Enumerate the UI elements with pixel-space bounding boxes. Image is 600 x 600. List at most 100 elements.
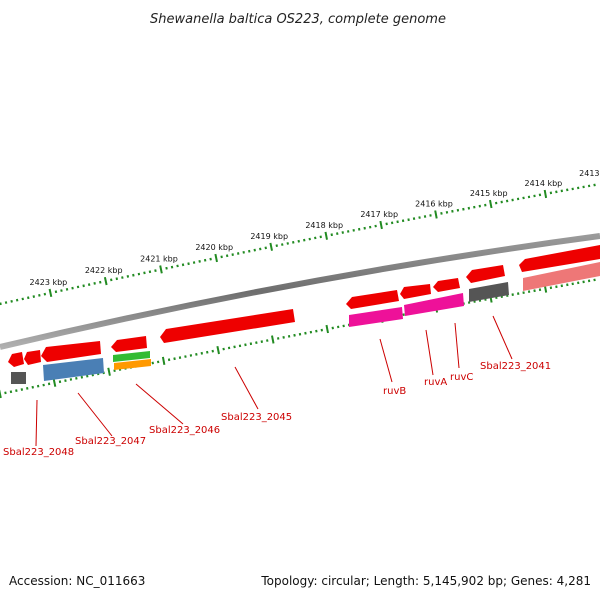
accession-text: Accession: NC_011663 (9, 574, 146, 588)
cds-forward-10[interactable] (519, 245, 600, 272)
inner-scale-minor-tick (282, 335, 285, 339)
gene-label-ruvb: ruvB (383, 386, 406, 397)
outer-scale-minor-tick (32, 295, 36, 298)
inner-scale-minor-tick (36, 384, 40, 388)
outer-scale-minor-tick (132, 273, 135, 277)
feature-sbal223-2047[interactable] (43, 358, 104, 381)
outer-scale-minor-tick (330, 233, 333, 237)
gene-label-sbal223-2045: Sbal223_2045 (221, 412, 292, 423)
callout-line-ruvc (454, 322, 460, 369)
scale-tick-label: 2413 kbp (579, 169, 600, 178)
cds-forward-4[interactable] (111, 336, 147, 352)
scale-tick-label: 2421 kbp (140, 254, 178, 263)
outer-scale-minor-tick (538, 193, 542, 197)
gene-label-sbal223-2047: Sbal223_2047 (75, 436, 146, 447)
inner-scale-minor-tick (222, 347, 225, 351)
cds-forward-3[interactable] (41, 341, 101, 362)
inner-scale-minor-tick (20, 388, 24, 391)
scale-tick-label: 2415 kbp (470, 189, 508, 198)
inner-scale-minor-tick (233, 345, 236, 349)
outer-scale-ruler (0, 183, 596, 306)
outer-scale-minor-tick (445, 210, 449, 214)
inner-scale-minor-tick (64, 379, 67, 383)
outer-scale-minor-tick (187, 262, 190, 266)
cds-forward-7[interactable] (400, 284, 431, 299)
outer-scale-major-tick (434, 210, 438, 219)
outer-scale-minor-tick (264, 246, 267, 250)
outer-scale-minor-tick (374, 224, 377, 228)
outer-scale-minor-tick (297, 239, 300, 243)
cds-forward-8[interactable] (433, 278, 460, 292)
inner-scale-major-tick (325, 324, 329, 334)
scale-tick-label: 2422 kbp (85, 266, 123, 275)
outer-scale-minor-tick (10, 299, 13, 303)
outer-scale-major-tick (379, 220, 383, 230)
feature-sbal223-2046-orange[interactable] (114, 359, 151, 370)
map-title: Shewanella baltica OS223, complete genom… (150, 12, 446, 27)
scale-tick-label: 2418 kbp (305, 221, 343, 230)
outer-scale-major-tick (214, 253, 218, 263)
feature-sbal223-2048[interactable] (11, 372, 26, 384)
feature-ruva[interactable] (404, 293, 464, 316)
outer-scale-minor-tick (248, 249, 251, 253)
outer-scale-minor-tick (60, 289, 63, 292)
outer-scale-minor-tick (82, 284, 85, 288)
feature-sbal223-2046-green[interactable] (113, 351, 150, 362)
cds-forward-6[interactable] (346, 290, 399, 309)
inner-scale-minor-tick (80, 375, 84, 379)
outer-scale-major-tick (103, 276, 108, 286)
inner-scale-major-tick (271, 335, 275, 344)
outer-scale-minor-tick (143, 271, 146, 275)
genome-summary-text: Topology: circular; Length: 5,145,902 bp… (261, 574, 591, 588)
outer-scale-minor-tick (314, 236, 317, 240)
outer-scale-minor-tick (71, 286, 74, 290)
outer-scale-minor-tick (341, 231, 344, 234)
outer-scale-minor-tick (165, 266, 168, 270)
outer-scale-minor-tick (65, 287, 69, 291)
inner-scale-minor-tick (184, 355, 187, 358)
outer-scale-minor-tick (176, 264, 179, 268)
callout-lines (35, 315, 513, 447)
scale-tick-labels: 2423 kbp 2422 kbp 2421 kbp 2420 kbp 2419 kbp… (30, 169, 600, 287)
inner-scale-minor-tick (331, 326, 334, 330)
outer-scale-minor-tick (203, 258, 207, 262)
inner-scale-minor-tick (315, 329, 318, 333)
cds-forward-9[interactable] (466, 265, 505, 283)
outer-scale-minor-tick (0, 302, 2, 306)
outer-scale-minor-tick (555, 190, 558, 194)
feature-sbal223-2041[interactable] (523, 262, 600, 291)
inner-scale-minor-tick (42, 383, 45, 387)
gene-label-sbal223-2046: Sbal223_2046 (149, 425, 220, 436)
scale-tick-label: 2419 kbp (250, 232, 288, 241)
cds-forward-1[interactable] (8, 352, 24, 367)
callout-line-sbal223-2041 (492, 315, 513, 360)
outer-scale-minor-tick (209, 257, 212, 261)
outer-scale-minor-tick (198, 259, 201, 263)
scale-tick-label: 2417 kbp (360, 210, 398, 219)
outer-scale-minor-tick (319, 235, 322, 239)
inner-scale-minor-tick (255, 341, 258, 345)
cds-forward-5[interactable] (160, 309, 295, 343)
callout-line-ruva (425, 329, 434, 376)
inner-scale-minor-tick (86, 374, 89, 378)
outer-scale-minor-tick (87, 283, 91, 287)
cds-forward-2[interactable] (24, 350, 41, 365)
outer-scale-minor-tick (412, 217, 416, 221)
inner-scale-minor-tick (173, 357, 176, 361)
inner-scale-minor-tick (293, 333, 296, 337)
outer-scale-minor-tick (21, 297, 24, 301)
feature-ruvc[interactable] (469, 282, 509, 302)
outer-scale-minor-tick (440, 211, 443, 215)
gene-label-ruva: ruvA (424, 377, 447, 388)
outer-scale-major-tick (543, 189, 548, 199)
inner-scale-major-tick (216, 345, 220, 355)
inner-scale-minor-tick (9, 390, 13, 394)
outer-scale-minor-tick (336, 232, 339, 236)
outer-scale-minor-tick (275, 244, 278, 248)
callout-line-sbal223-2046 (135, 383, 184, 425)
inner-scale-minor-tick (75, 376, 78, 380)
forward-cds-track (8, 245, 600, 367)
outer-scale-minor-tick (54, 290, 58, 294)
outer-scale-minor-tick (43, 292, 47, 296)
feature-ruvb[interactable] (349, 307, 403, 327)
